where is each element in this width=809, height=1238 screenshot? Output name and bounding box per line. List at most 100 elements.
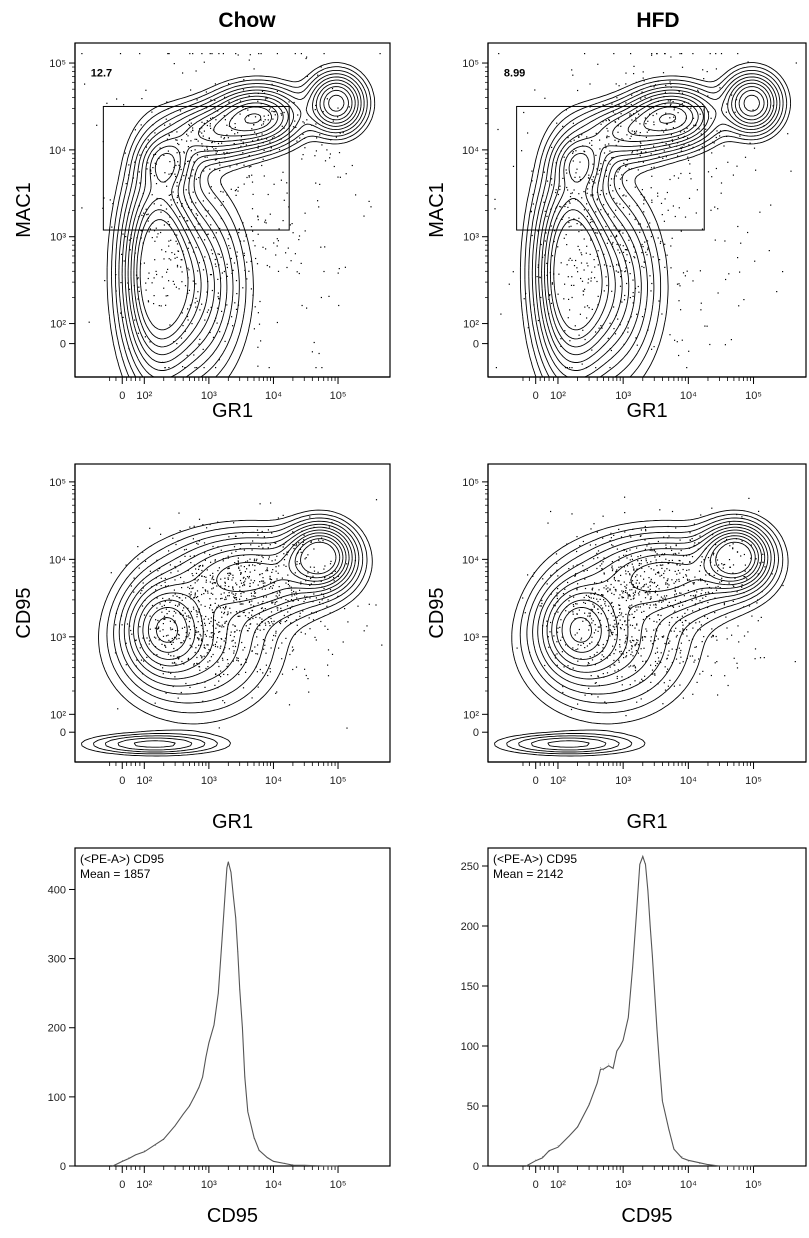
event-dot — [147, 300, 149, 302]
histogram-point — [155, 1144, 157, 1146]
event-dot — [630, 648, 633, 650]
event-dot — [705, 574, 707, 576]
event-dot — [646, 616, 648, 618]
event-dot — [236, 584, 238, 586]
event-dot — [495, 367, 497, 369]
event-dot — [239, 586, 241, 588]
event-dot — [181, 271, 183, 273]
contour-line — [544, 86, 769, 356]
event-dot — [600, 604, 602, 607]
event-dot — [619, 167, 621, 169]
event-dot — [633, 569, 635, 571]
event-dot — [494, 198, 496, 200]
event-dot — [217, 521, 219, 523]
event-dot — [688, 569, 690, 571]
contour-line — [114, 69, 368, 378]
event-dot — [604, 701, 606, 703]
event-dot — [629, 614, 631, 616]
event-dot — [593, 597, 595, 599]
mac1-gate[interactable] — [516, 105, 705, 231]
event-dot — [262, 580, 264, 582]
event-dot — [137, 546, 139, 548]
event-dot — [640, 142, 642, 144]
event-dot — [173, 647, 175, 650]
event-dot — [296, 593, 298, 595]
event-dot — [666, 595, 668, 597]
event-dot — [226, 266, 228, 269]
event-dot — [594, 266, 596, 268]
event-dot — [239, 615, 241, 617]
event-dot — [688, 197, 691, 199]
event-dot — [600, 658, 602, 661]
event-dot — [316, 137, 318, 139]
event-dot — [339, 132, 341, 134]
event-dot — [196, 616, 198, 618]
event-dot — [620, 614, 622, 616]
event-dot — [682, 697, 684, 699]
event-dot — [320, 246, 322, 248]
event-dot — [265, 222, 267, 224]
event-dot — [214, 263, 216, 265]
event-dot — [275, 692, 277, 694]
event-dot — [192, 587, 194, 589]
event-dot — [611, 570, 614, 572]
event-dot — [233, 652, 235, 654]
event-dot — [582, 329, 584, 331]
event-dot — [251, 609, 254, 612]
event-dot — [227, 555, 229, 557]
event-dot — [190, 591, 192, 593]
event-dot — [248, 601, 250, 603]
event-dot — [695, 598, 697, 600]
event-dot — [609, 654, 611, 656]
x-axis-label: GR1 — [626, 400, 667, 422]
histogram-point — [273, 1160, 274, 1162]
event-dot — [640, 193, 642, 196]
event-dot — [139, 154, 141, 156]
event-dot — [619, 604, 621, 606]
event-dot — [180, 642, 182, 644]
y-tick-label: 10³ — [463, 232, 479, 244]
event-dot — [168, 550, 170, 552]
histogram-point — [673, 1147, 675, 1149]
event-dot — [276, 596, 279, 598]
event-dot — [686, 629, 688, 631]
event-dot — [261, 90, 264, 92]
event-dot — [612, 631, 614, 634]
event-dot — [625, 195, 627, 197]
event-dot — [651, 550, 653, 552]
event-dot — [219, 647, 221, 649]
event-dot — [602, 561, 604, 563]
event-dot — [277, 517, 279, 519]
event-dot — [193, 555, 195, 557]
event-dot — [178, 143, 180, 146]
event-dot — [172, 641, 174, 643]
event-dot — [619, 651, 621, 653]
event-dot — [288, 704, 291, 706]
event-dot — [269, 141, 271, 143]
mac1-gate[interactable] — [102, 105, 290, 231]
histogram-curve — [525, 854, 754, 1167]
event-dot — [570, 708, 573, 711]
y-tick-label: 0 — [473, 727, 479, 739]
contour-line — [155, 541, 337, 643]
event-dot — [273, 242, 275, 244]
event-dot — [219, 331, 221, 333]
event-dot — [183, 640, 185, 642]
event-dot — [675, 636, 677, 638]
event-dot — [185, 618, 187, 620]
event-dot — [213, 579, 215, 581]
event-dot — [290, 586, 292, 588]
event-dot — [715, 167, 717, 170]
event-dot — [633, 586, 635, 588]
event-dot — [542, 578, 544, 580]
event-dot — [636, 204, 638, 207]
event-dot — [169, 123, 171, 125]
event-dot — [258, 323, 261, 325]
event-dot — [737, 257, 739, 259]
event-dot — [216, 606, 218, 608]
event-dot — [668, 584, 670, 586]
event-dot — [195, 306, 197, 308]
event-dot — [274, 114, 276, 116]
event-dot — [613, 586, 615, 588]
event-dot — [678, 283, 680, 285]
